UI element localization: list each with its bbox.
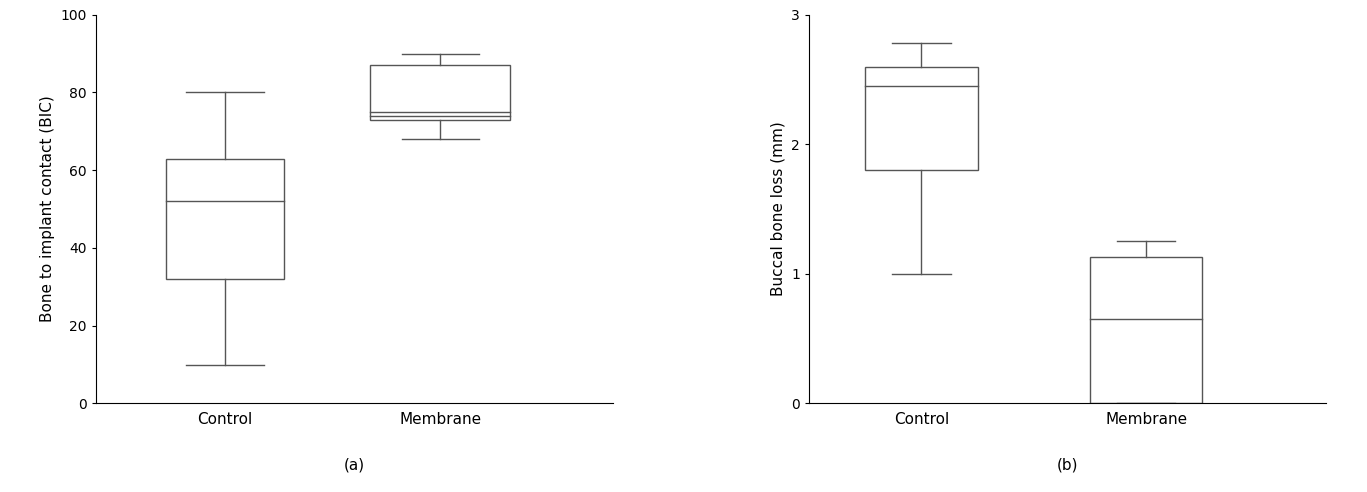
Bar <box>165 158 284 279</box>
Text: (b): (b) <box>1057 458 1079 473</box>
Bar <box>1089 257 1203 403</box>
Text: (a): (a) <box>343 458 365 473</box>
Bar <box>370 65 510 120</box>
Y-axis label: Bone to implant contact (BIC): Bone to implant contact (BIC) <box>40 96 55 322</box>
Bar <box>865 66 977 170</box>
Y-axis label: Buccal bone loss (mm): Buccal bone loss (mm) <box>771 122 786 297</box>
